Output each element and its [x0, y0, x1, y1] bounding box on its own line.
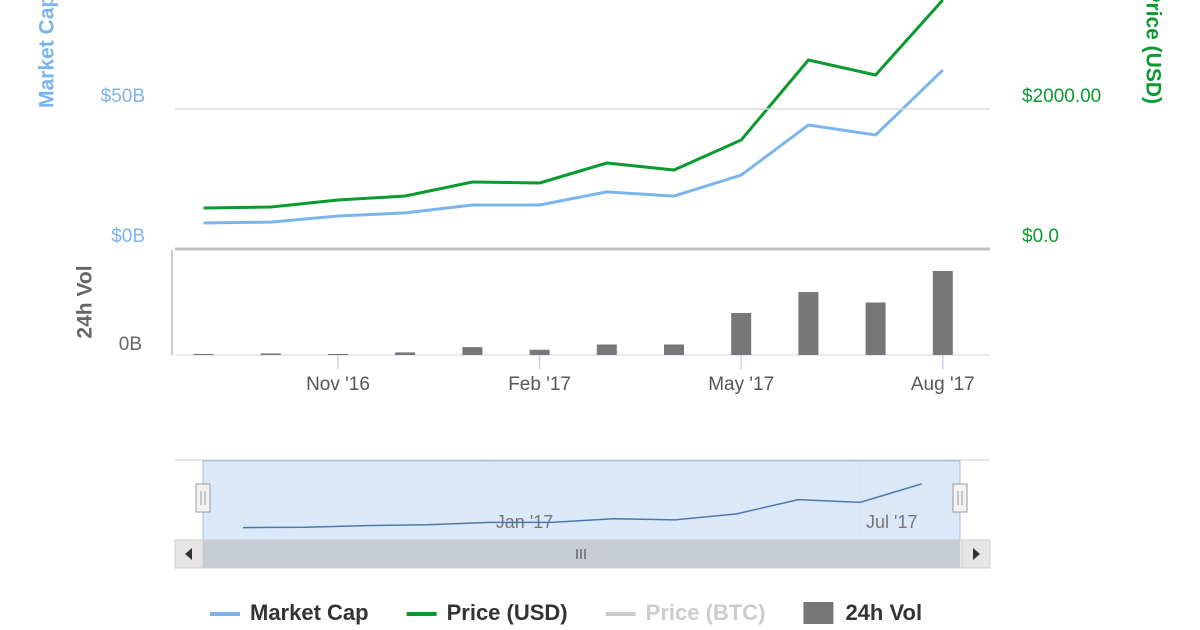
x-tick-label: Aug '17 — [911, 374, 975, 395]
arrow-right — [973, 548, 980, 560]
navigator-handle[interactable] — [952, 483, 968, 513]
series-line — [203, 0, 944, 210]
volume-bar — [596, 344, 617, 355]
legend-label: Market Cap — [250, 600, 369, 625]
y2-axis-title: Price (USD) — [1141, 0, 1164, 104]
handle-grip — [957, 491, 963, 505]
scrollbar-grip — [576, 549, 586, 559]
volume-bar — [865, 302, 886, 355]
legend-item[interactable]: Market Cap — [210, 600, 369, 625]
y2-tick-label: $2000.00 — [1022, 86, 1101, 107]
legend-item[interactable]: Price (BTC) — [605, 600, 766, 625]
volume-bar — [664, 344, 684, 355]
arrow-left — [185, 548, 192, 560]
navigator-selection[interactable] — [202, 460, 961, 541]
plot-area — [203, 0, 944, 225]
y3-tick-label: 0B — [119, 334, 142, 355]
volume-bar — [193, 353, 214, 355]
volume-bar — [395, 352, 416, 355]
y-tick-label: $0B — [111, 226, 145, 247]
legend-swatch — [803, 602, 834, 624]
volume-bar — [798, 292, 819, 355]
y2-tick-label: $0.0 — [1022, 226, 1059, 247]
y-tick-label: $50B — [101, 86, 145, 107]
navigator-label: Jul '17 — [866, 512, 917, 532]
volume-bar — [731, 313, 752, 355]
navigator-handle[interactable] — [195, 483, 211, 513]
legend-item[interactable]: 24h Vol — [803, 600, 922, 625]
legend-label: Price (USD) — [447, 600, 568, 625]
series-line — [203, 69, 944, 225]
x-tick-label: May '17 — [708, 374, 774, 395]
y3-axis-title: 24h Vol — [74, 265, 97, 338]
volume-bar — [462, 347, 483, 355]
volume-bar — [260, 353, 281, 355]
x-tick-label: Nov '16 — [306, 374, 370, 395]
volume-bar — [328, 353, 348, 355]
volume-bar — [529, 349, 550, 355]
volume-bar — [932, 271, 953, 355]
navigator-line — [242, 483, 922, 529]
legend-item[interactable]: Price (USD) — [406, 600, 568, 625]
legend-label: Price (BTC) — [646, 600, 766, 625]
handle-grip — [200, 491, 206, 505]
legend-label: 24h Vol — [845, 600, 922, 625]
y-axis-title: Market Cap — [36, 0, 59, 108]
x-tick-label: Feb '17 — [508, 374, 571, 395]
